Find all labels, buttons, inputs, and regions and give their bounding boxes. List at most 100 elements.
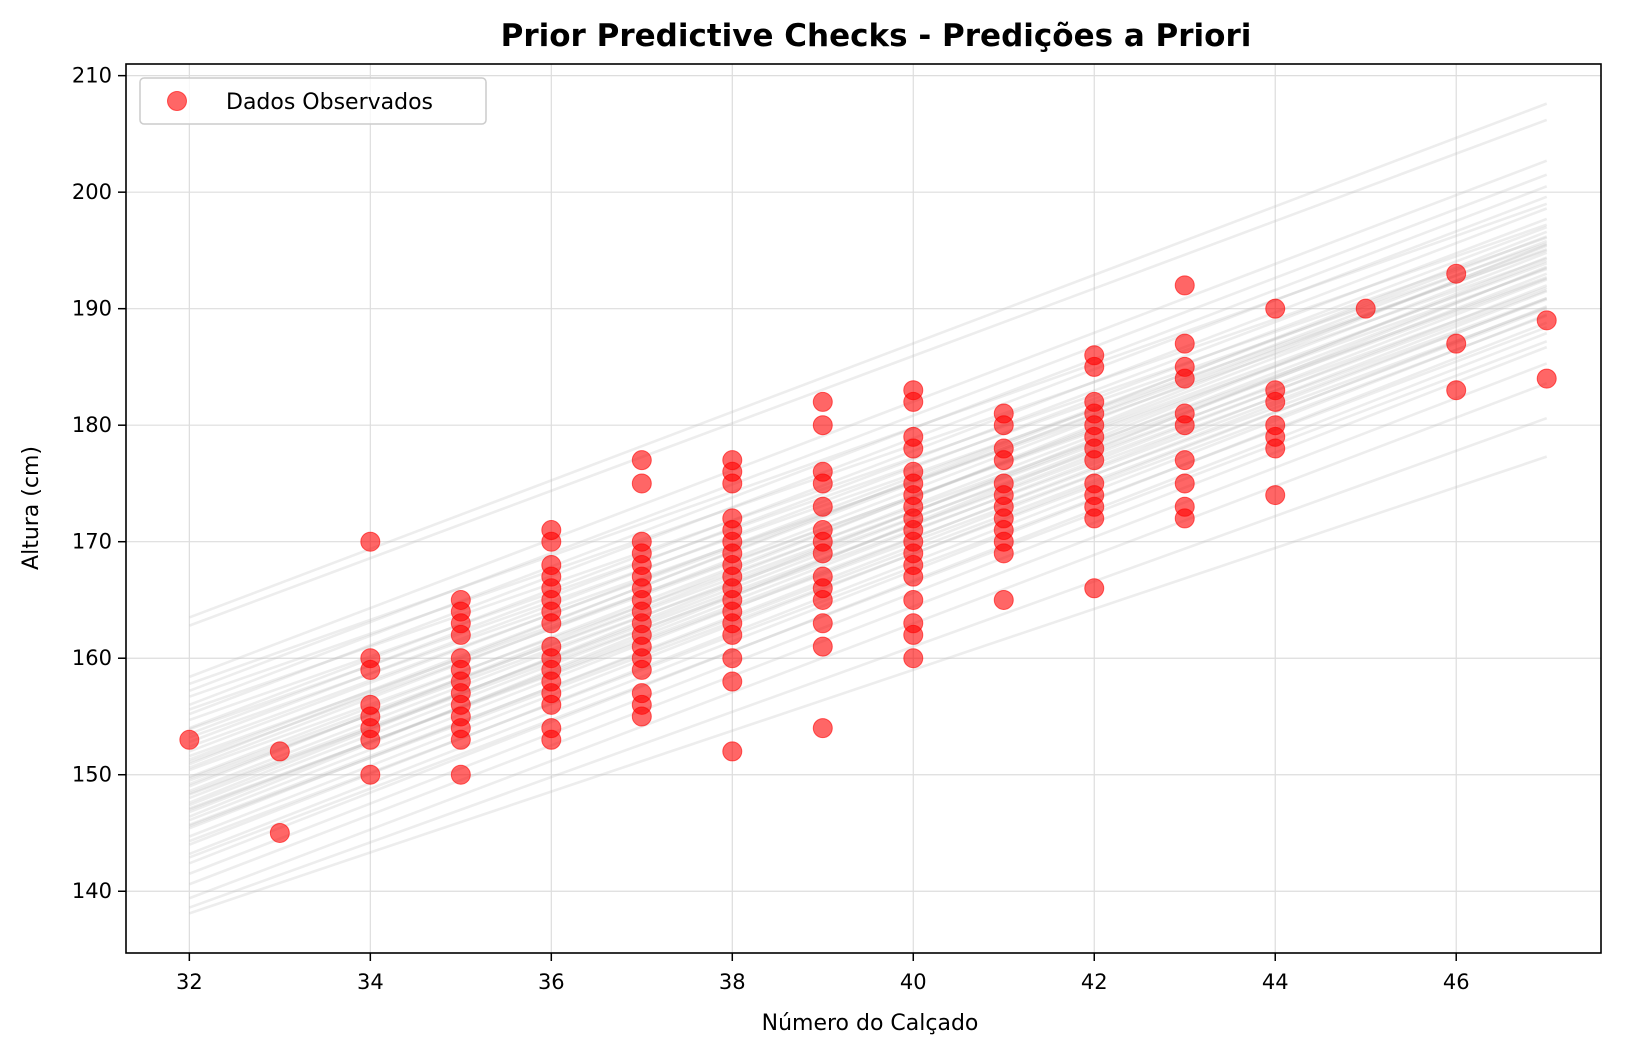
prior-line — [188, 265, 1548, 818]
prior-line — [188, 382, 1548, 900]
chart-title: Prior Predictive Checks - Predições a Pr… — [501, 18, 1252, 54]
data-point — [1536, 310, 1557, 331]
data-point — [1174, 450, 1195, 471]
data-point — [360, 764, 381, 785]
y-tick-label: 180 — [72, 413, 112, 437]
x-tick-label: 36 — [538, 970, 565, 994]
y-tick-label: 190 — [72, 297, 112, 321]
x-tick-label: 40 — [900, 970, 927, 994]
y-tick-label: 160 — [72, 646, 112, 670]
prior-line — [188, 272, 1548, 800]
prior-line — [188, 340, 1548, 859]
prior-line — [188, 345, 1548, 875]
plot-frame — [125, 63, 1602, 954]
prior-line — [188, 455, 1548, 915]
x-tick-label: 42 — [1081, 970, 1108, 994]
y-tick-label: 170 — [72, 530, 112, 554]
prior-line — [188, 286, 1548, 782]
data-point — [722, 671, 743, 692]
data-point — [1265, 438, 1286, 459]
data-point — [541, 729, 562, 750]
prior-line — [188, 118, 1548, 627]
data-point — [812, 636, 833, 657]
data-point — [631, 473, 652, 494]
data-point — [269, 741, 290, 762]
prior-line — [188, 296, 1548, 830]
y-tick-label: 140 — [72, 879, 112, 903]
data-point — [812, 496, 833, 517]
data-point — [1265, 298, 1286, 319]
prior-line — [188, 256, 1548, 804]
observed-points — [179, 263, 1557, 843]
prior-line — [188, 313, 1548, 846]
data-point — [903, 648, 924, 669]
prior-line — [188, 305, 1548, 838]
prior-line — [188, 266, 1548, 793]
data-point — [993, 415, 1014, 436]
data-point — [812, 391, 833, 412]
data-point — [269, 822, 290, 843]
data-point — [1446, 333, 1467, 354]
data-point — [1265, 391, 1286, 412]
data-point — [722, 624, 743, 645]
prior-line — [188, 251, 1548, 779]
data-point — [1174, 275, 1195, 296]
prior-line — [188, 102, 1548, 619]
data-point — [1174, 368, 1195, 389]
prior-line — [188, 306, 1548, 810]
prior-line — [188, 262, 1548, 764]
data-point — [1355, 298, 1376, 319]
y-axis-label: Altura (cm) — [19, 446, 44, 570]
legend-box — [139, 77, 487, 125]
prior-line — [188, 173, 1548, 693]
prior-line — [188, 248, 1548, 748]
data-point — [722, 648, 743, 669]
y-tick-label: 210 — [72, 64, 112, 88]
data-point — [1084, 578, 1105, 599]
data-point — [450, 764, 471, 785]
prior-line — [188, 278, 1548, 807]
y-axis: 140 150 160 170 180 190 200 210 — [72, 64, 126, 903]
data-point — [812, 415, 833, 436]
data-point — [722, 473, 743, 494]
prior-line — [188, 217, 1548, 736]
data-point — [1446, 380, 1467, 401]
data-point — [1446, 263, 1467, 284]
data-point — [1084, 450, 1105, 471]
prior-line — [188, 185, 1548, 707]
data-point — [903, 391, 924, 412]
data-point — [631, 450, 652, 471]
data-point — [812, 718, 833, 739]
x-tick-label: 34 — [357, 970, 384, 994]
data-point — [812, 613, 833, 634]
y-tick-label: 150 — [72, 763, 112, 787]
x-tick-label: 38 — [719, 970, 746, 994]
prior-line — [188, 207, 1548, 730]
prior-line — [188, 259, 1548, 786]
prior-line — [188, 257, 1548, 739]
prior-line — [188, 284, 1548, 814]
data-point — [812, 473, 833, 494]
prior-line — [188, 321, 1548, 856]
legend-marker — [167, 91, 187, 111]
prior-line — [188, 296, 1548, 796]
data-point — [1174, 333, 1195, 354]
data-point — [541, 531, 562, 552]
data-point — [1174, 473, 1195, 494]
x-axis-label: Número do Calçado — [762, 1011, 979, 1036]
data-point — [1084, 356, 1105, 377]
prior-line — [188, 277, 1548, 780]
prior-line — [188, 230, 1548, 766]
data-point — [360, 729, 381, 750]
data-point — [993, 543, 1014, 564]
prior-line — [188, 202, 1548, 686]
data-point — [1174, 508, 1195, 529]
prior-line — [188, 326, 1548, 843]
prior-line — [188, 225, 1548, 744]
prior-line — [188, 236, 1548, 711]
data-point — [1084, 508, 1105, 529]
prior-line — [188, 289, 1548, 822]
data-point — [1265, 485, 1286, 506]
prior-line — [188, 416, 1548, 909]
